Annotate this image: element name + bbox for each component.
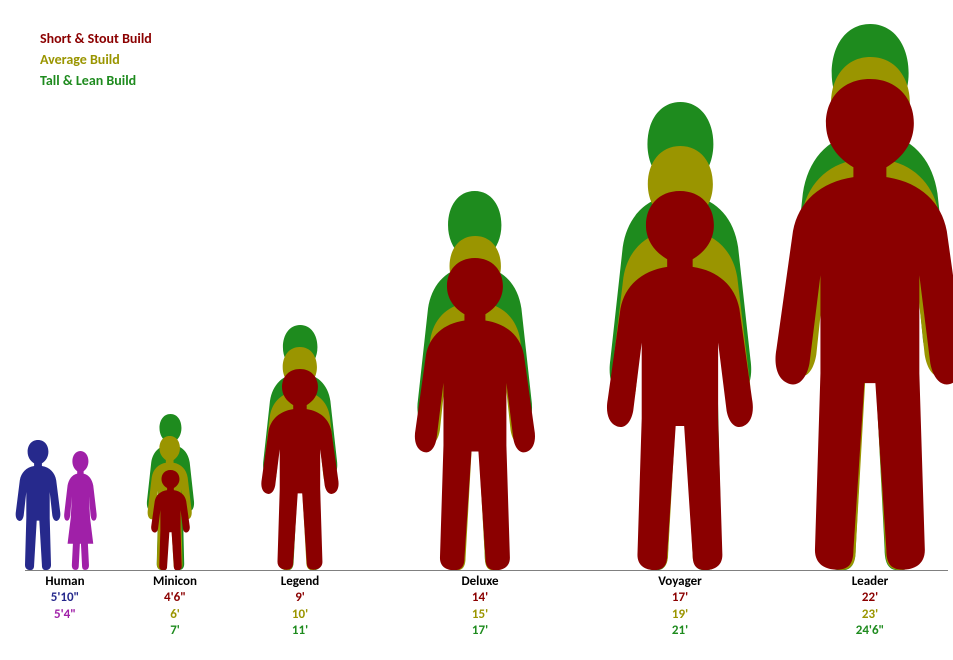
silhouette-male — [148, 470, 193, 570]
height-value: 24'6" — [830, 623, 910, 639]
height-value: 17' — [640, 590, 720, 606]
group-name: Leader — [830, 574, 910, 590]
height-value: 9' — [265, 590, 335, 606]
group-name: Deluxe — [440, 574, 520, 590]
legend: Short & Stout Build Average Build Tall &… — [40, 28, 152, 91]
height-value: 14' — [440, 590, 520, 606]
height-value: 4'6" — [140, 590, 210, 606]
silhouette-male — [12, 440, 64, 570]
group-name: Voyager — [640, 574, 720, 590]
group-label-legend: Legend9'10'11' — [265, 574, 335, 639]
height-value: 21' — [640, 623, 720, 639]
silhouette-male — [255, 369, 345, 570]
legend-average: Average Build — [40, 49, 152, 70]
group-label-voyager: Voyager17'19'21' — [640, 574, 720, 639]
silhouette-male — [595, 191, 765, 570]
height-value: 19' — [640, 607, 720, 623]
height-value: 17' — [440, 623, 520, 639]
height-value: 23' — [830, 607, 910, 623]
group-name: Legend — [265, 574, 335, 590]
silhouette-female — [59, 451, 102, 570]
group-name: Minicon — [140, 574, 210, 590]
height-value: 11' — [265, 623, 335, 639]
height-value: 5'4" — [30, 607, 100, 623]
height-value: 15' — [440, 607, 520, 623]
silhouette-male — [760, 79, 953, 570]
legend-tall-lean: Tall & Lean Build — [40, 70, 152, 91]
height-value: 10' — [265, 607, 335, 623]
height-value: 7' — [140, 623, 210, 639]
group-label-deluxe: Deluxe14'15'17' — [440, 574, 520, 639]
height-value: 22' — [830, 590, 910, 606]
group-label-human: Human5'10"5'4" — [30, 574, 100, 623]
group-label-leader: Leader22'23'24'6" — [830, 574, 910, 639]
height-value: 6' — [140, 607, 210, 623]
legend-short-stout: Short & Stout Build — [40, 28, 152, 49]
group-label-minicon: Minicon4'6"6'7' — [140, 574, 210, 639]
height-value: 5'10" — [30, 590, 100, 606]
baseline-rule — [25, 570, 948, 571]
silhouette-male — [405, 258, 545, 570]
group-name: Human — [30, 574, 100, 590]
